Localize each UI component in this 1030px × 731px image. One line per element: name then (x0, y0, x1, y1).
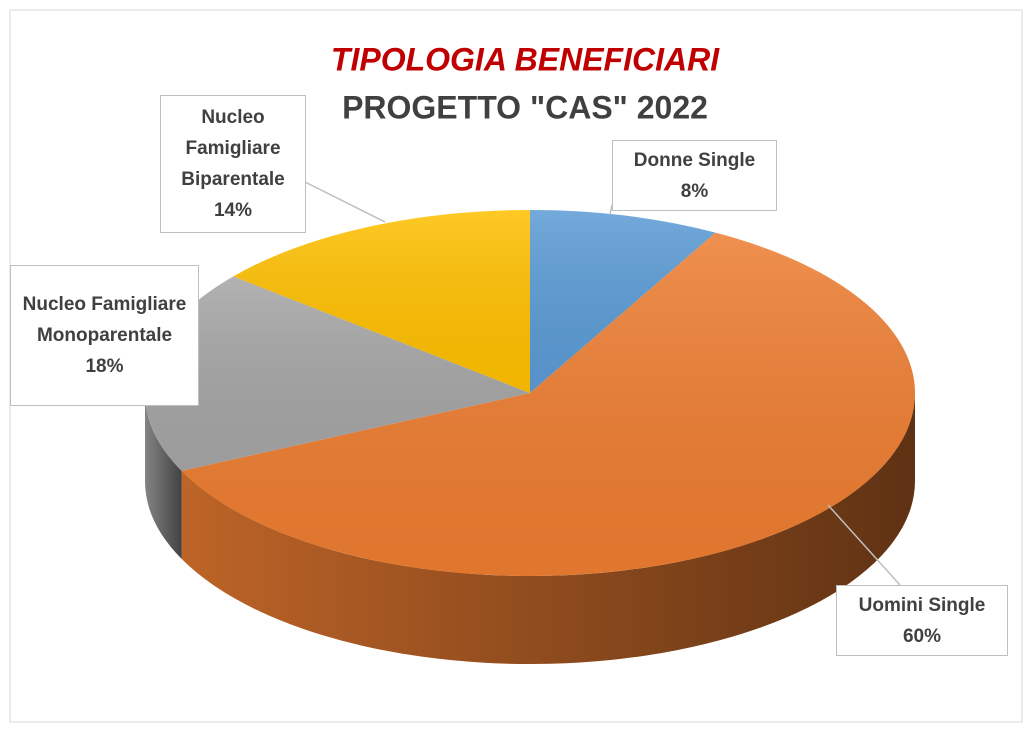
leader-line (827, 504, 901, 586)
side-shade (145, 393, 182, 559)
slice-gloss (144, 276, 530, 471)
slice-gloss (233, 210, 530, 393)
side-shade (181, 393, 915, 664)
chart-subtitle: PROGETTO "CAS" 2022 (342, 89, 708, 125)
label-category: Nucleo Famigliare Monoparentale (22, 294, 187, 346)
chart-title: TIPOLOGIA BENEFICIARI (331, 41, 720, 77)
leader-lines (304, 181, 901, 586)
label-category: Uomini Single (858, 594, 986, 616)
label-value: 8% (680, 180, 709, 202)
label-category: Donne Single (633, 149, 756, 171)
slice-gloss (181, 232, 915, 577)
label-category: Nucleo Famigliare Biparentale (181, 107, 285, 190)
pie (144, 210, 915, 664)
data-label: Nucleo Famigliare Biparentale 14% (160, 95, 306, 233)
leader-line (304, 181, 386, 223)
leader-line (609, 204, 613, 216)
data-label: Donne Single 8% (612, 140, 777, 211)
slice-gloss (530, 210, 716, 393)
data-label: Nucleo Famigliare Monoparentale 18% (10, 265, 199, 406)
data-label: Uomini Single 60% (836, 585, 1008, 656)
label-value: 18% (85, 356, 124, 377)
label-value: 60% (902, 625, 942, 647)
label-value: 14% (213, 200, 253, 221)
